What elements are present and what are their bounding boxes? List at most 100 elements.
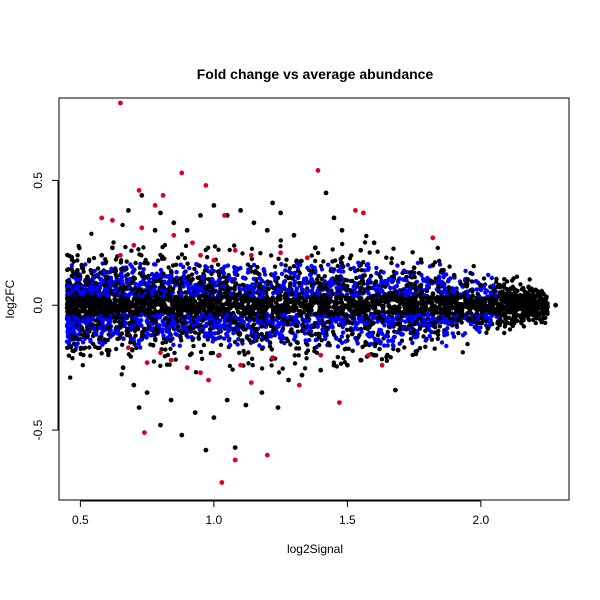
cloud-point	[277, 315, 282, 320]
cloud-point-blue	[158, 267, 164, 273]
cloud-point	[543, 320, 548, 326]
cloud-point-blue	[386, 338, 391, 344]
cloud-point	[135, 296, 141, 302]
cloud-point	[205, 255, 210, 260]
cloud-point	[206, 277, 211, 282]
cloud-point	[110, 303, 115, 308]
cloud-point	[209, 285, 215, 291]
cloud-point	[326, 301, 331, 306]
cloud-point	[359, 268, 364, 273]
cloud-point	[80, 327, 85, 332]
cloud-point	[504, 279, 510, 284]
cloud-point-blue	[380, 331, 385, 336]
cloud-point	[424, 288, 430, 294]
cloud-point	[240, 282, 245, 287]
cloud-point-blue	[180, 326, 185, 331]
cloud-point-blue	[404, 278, 409, 283]
cloud-point	[459, 314, 464, 319]
cloud-point	[276, 307, 282, 312]
cloud-point-blue	[410, 340, 415, 346]
cloud-point	[340, 241, 345, 247]
cloud-point-blue	[217, 327, 223, 332]
cloud-point	[168, 338, 173, 343]
cloud-point	[427, 296, 432, 301]
cloud-point	[227, 247, 232, 253]
cloud-point	[159, 282, 164, 287]
cloud-point	[120, 222, 125, 228]
cloud-point	[435, 332, 441, 337]
cloud-point	[183, 290, 188, 295]
cloud-point	[105, 311, 111, 316]
cloud-point	[456, 330, 461, 336]
cloud-point-blue	[391, 343, 396, 349]
cloud-point-blue	[194, 291, 199, 296]
cloud-point	[237, 332, 242, 337]
cloud-point-blue	[442, 320, 448, 325]
cloud-point	[190, 300, 195, 305]
cloud-point-blue	[185, 334, 191, 340]
cloud-point	[375, 332, 381, 338]
cloud-point	[148, 284, 153, 289]
cloud-point	[345, 283, 350, 289]
cloud-point	[158, 291, 164, 296]
cloud-point-blue	[279, 262, 284, 267]
cloud-point	[105, 275, 110, 280]
cloud-point	[454, 322, 459, 327]
cloud-point	[470, 288, 475, 294]
cloud-point	[358, 297, 363, 302]
cloud-point	[315, 250, 321, 256]
cloud-point-blue	[118, 281, 124, 287]
cloud-point-blue	[111, 331, 116, 336]
cloud-point-blue	[336, 268, 341, 274]
cloud-point	[133, 286, 138, 291]
cloud-point	[324, 325, 329, 331]
cloud-point	[218, 280, 224, 286]
cloud-point	[109, 309, 114, 314]
cloud-point-blue	[228, 291, 233, 297]
cloud-point-blue	[237, 316, 242, 321]
cloud-point	[538, 310, 543, 316]
cloud-point	[237, 290, 242, 295]
cloud-point-blue	[260, 278, 265, 284]
cloud-point-blue	[235, 342, 240, 347]
cloud-point	[74, 296, 79, 301]
cloud-point	[202, 268, 208, 273]
cloud-point-blue	[469, 321, 474, 326]
cloud-point	[212, 289, 217, 295]
cloud-point	[291, 264, 296, 269]
cloud-point	[102, 337, 107, 342]
cloud-point	[95, 345, 101, 351]
cloud-point	[312, 321, 318, 326]
cloud-point-blue	[88, 337, 93, 342]
cloud-point	[514, 274, 520, 279]
cloud-point	[456, 318, 461, 323]
cloud-point	[240, 251, 245, 256]
cloud-point-blue	[188, 319, 193, 324]
cloud-point	[187, 325, 193, 330]
cloud-point-blue	[385, 278, 390, 284]
cloud-point-blue	[451, 334, 457, 339]
cloud-point	[170, 286, 176, 292]
cloud-point-blue	[119, 272, 124, 278]
cloud-point-blue	[313, 337, 318, 343]
cloud-point	[153, 294, 158, 299]
cloud-point	[195, 275, 201, 280]
cloud-point	[169, 269, 174, 275]
cloud-point	[172, 350, 177, 356]
cloud-point	[131, 312, 136, 317]
cloud-point	[96, 320, 101, 325]
cloud-point	[458, 302, 463, 307]
cloud-point	[292, 361, 298, 366]
cloud-point	[125, 272, 130, 277]
cloud-point	[224, 278, 229, 283]
cloud-point	[263, 335, 268, 341]
cloud-point	[95, 305, 101, 310]
cloud-point	[312, 349, 317, 354]
cloud-point	[185, 307, 190, 312]
cloud-point	[130, 348, 135, 353]
cloud-point	[437, 258, 442, 264]
cloud-point-blue	[372, 337, 378, 342]
cloud-point-blue	[375, 319, 380, 324]
cloud-point-blue	[228, 342, 233, 348]
cloud-point-blue	[138, 261, 143, 267]
